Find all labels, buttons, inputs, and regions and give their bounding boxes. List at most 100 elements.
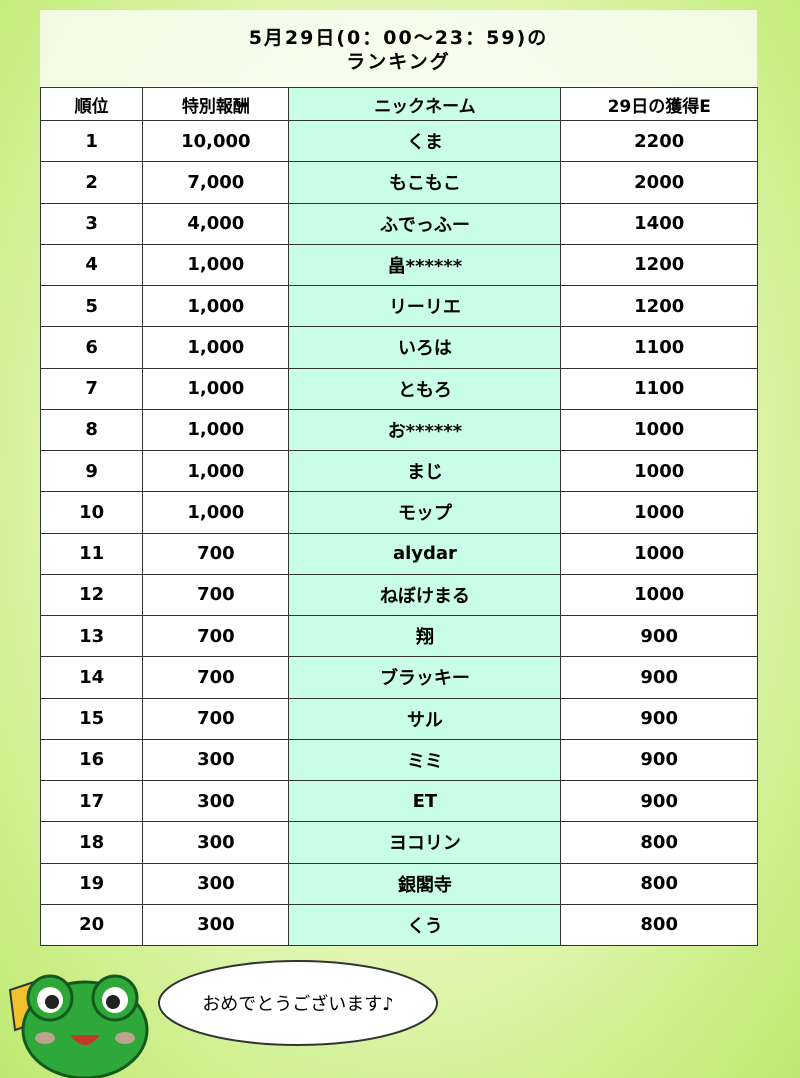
table-cell: 2 — [39, 161, 144, 204]
title: ランキング — [346, 51, 451, 73]
table-cell: 1000 — [560, 449, 758, 493]
table-cell: ET — [288, 779, 562, 823]
table-row: 1 10,000 くま 2200 — [39, 119, 758, 163]
table-cell: 900 — [560, 656, 758, 699]
table-cell: ねぼけまる — [288, 573, 562, 617]
table-cell: ヨコリン — [288, 821, 562, 864]
table-cell: 800 — [560, 903, 758, 947]
table-cell: サル — [288, 697, 562, 740]
table-body: 1 10,000 くま 2200 2 7,000 もこもこ 2000 3 4,000 ふでっふー 14… — [39, 119, 758, 947]
column-header: 特別報酬 — [142, 87, 290, 121]
table-cell: 13 — [39, 614, 144, 658]
table-cell: 1000 — [560, 408, 758, 452]
table-cell: もこもこ — [288, 161, 562, 204]
table-cell: 300 — [142, 862, 290, 905]
speech-bubble — [158, 960, 438, 1046]
table-row: 6 1,000 いろは 1100 — [39, 326, 758, 369]
table-row: 12 700 ねぼけまる 1000 — [39, 573, 758, 617]
table-cell: 2200 — [560, 119, 758, 163]
table-row: 2 7,000 もこもこ 2000 — [39, 161, 758, 204]
table-cell: 12 — [39, 573, 144, 617]
table-cell: ともろ — [288, 367, 562, 410]
table-row: 16 300 ミミ 900 — [39, 738, 758, 782]
ranking-table: 順位 特別報酬 ニックネーム 29日の獲得E 1 10,000 くま 2200 2 7,000 も… — [39, 87, 758, 947]
frog-mascot — [8, 974, 149, 1078]
table-cell: 1200 — [560, 284, 758, 328]
table-cell: 18 — [39, 821, 144, 864]
table-cell: 1000 — [560, 491, 758, 534]
table-cell: 4 — [39, 243, 144, 287]
table-row: 18 300 ヨコリン 800 — [39, 821, 758, 864]
table-cell: ふでっふー — [288, 202, 562, 245]
column-header: ニックネーム — [288, 87, 562, 121]
title-box: 5月29日(0：00～23：59)の ランキング — [40, 10, 757, 87]
table-cell: 1,000 — [142, 367, 290, 410]
table-cell: 8 — [39, 408, 144, 452]
table-cell: 1,000 — [142, 491, 290, 534]
table-cell: ブラッキー — [288, 656, 562, 699]
table-row: 19 300 銀閣寺 800 — [39, 862, 758, 905]
table-cell: 1,000 — [142, 326, 290, 369]
table-cell: 11 — [39, 532, 144, 575]
table-cell: 900 — [560, 779, 758, 823]
table-cell: 10 — [39, 491, 144, 534]
table-row: 8 1,000 お****** 1000 — [39, 408, 758, 452]
table-row: 5 1,000 リーリエ 1200 — [39, 284, 758, 328]
table-row: 10 1,000 モップ 1000 — [39, 491, 758, 534]
table-cell: 16 — [39, 738, 144, 782]
table-cell: 1,000 — [142, 408, 290, 452]
table-cell: 15 — [39, 697, 144, 740]
table-cell: 14 — [39, 656, 144, 699]
table-cell: 1000 — [560, 532, 758, 575]
table-cell: 7,000 — [142, 161, 290, 204]
table-cell: 5 — [39, 284, 144, 328]
table-row: 20 300 くう 800 — [39, 903, 758, 947]
table-cell: 900 — [560, 738, 758, 782]
table-cell: 2000 — [560, 161, 758, 204]
column-header: 順位 — [39, 87, 144, 121]
table-row: 11 700 alydar 1000 — [39, 532, 758, 575]
table-cell: 1100 — [560, 367, 758, 410]
table-cell: 1200 — [560, 243, 758, 287]
table-cell: 7 — [39, 367, 144, 410]
table-cell: 300 — [142, 738, 290, 782]
table-cell: 1 — [39, 119, 144, 163]
table-cell: ミミ — [288, 738, 562, 782]
table-cell: くま — [288, 119, 562, 163]
table-cell: 1000 — [560, 573, 758, 617]
table-cell: 700 — [142, 656, 290, 699]
table-row: 3 4,000 ふでっふー 1400 — [39, 202, 758, 245]
table-cell: 1,000 — [142, 449, 290, 493]
table-cell: 300 — [142, 821, 290, 864]
table-row: 13 700 翔 900 — [39, 614, 758, 658]
table-cell: 300 — [142, 903, 290, 947]
table-cell: 700 — [142, 697, 290, 740]
table-cell: 20 — [39, 903, 144, 947]
table-cell: くう — [288, 903, 562, 947]
table-cell: alydar — [288, 532, 562, 575]
table-cell: 800 — [560, 862, 758, 905]
table-cell: 10,000 — [142, 119, 290, 163]
table-cell: 3 — [39, 202, 144, 245]
column-header: 29日の獲得E — [560, 87, 758, 121]
title: 5月29日(0：00～23：59)の — [248, 27, 549, 49]
table-cell: 1,000 — [142, 284, 290, 328]
table-cell: 700 — [142, 532, 290, 575]
table-cell: 畠****** — [288, 243, 562, 287]
table-cell: 9 — [39, 449, 144, 493]
table-cell: モップ — [288, 491, 562, 534]
table-row: 14 700 ブラッキー 900 — [39, 656, 758, 699]
table-cell: 翔 — [288, 614, 562, 658]
table-cell: 19 — [39, 862, 144, 905]
table-cell: リーリエ — [288, 284, 562, 328]
table-row: 17 300 ET 900 — [39, 779, 758, 823]
table-cell: 17 — [39, 779, 144, 823]
bubble-text: おめでとうございます♪ — [202, 994, 394, 1015]
table-cell: 900 — [560, 614, 758, 658]
table-cell: 1400 — [560, 202, 758, 245]
table-cell: まじ — [288, 449, 562, 493]
table-row: 4 1,000 畠****** 1200 — [39, 243, 758, 287]
table-cell: 4,000 — [142, 202, 290, 245]
table-row: 7 1,000 ともろ 1100 — [39, 367, 758, 410]
table-cell: 800 — [560, 821, 758, 864]
